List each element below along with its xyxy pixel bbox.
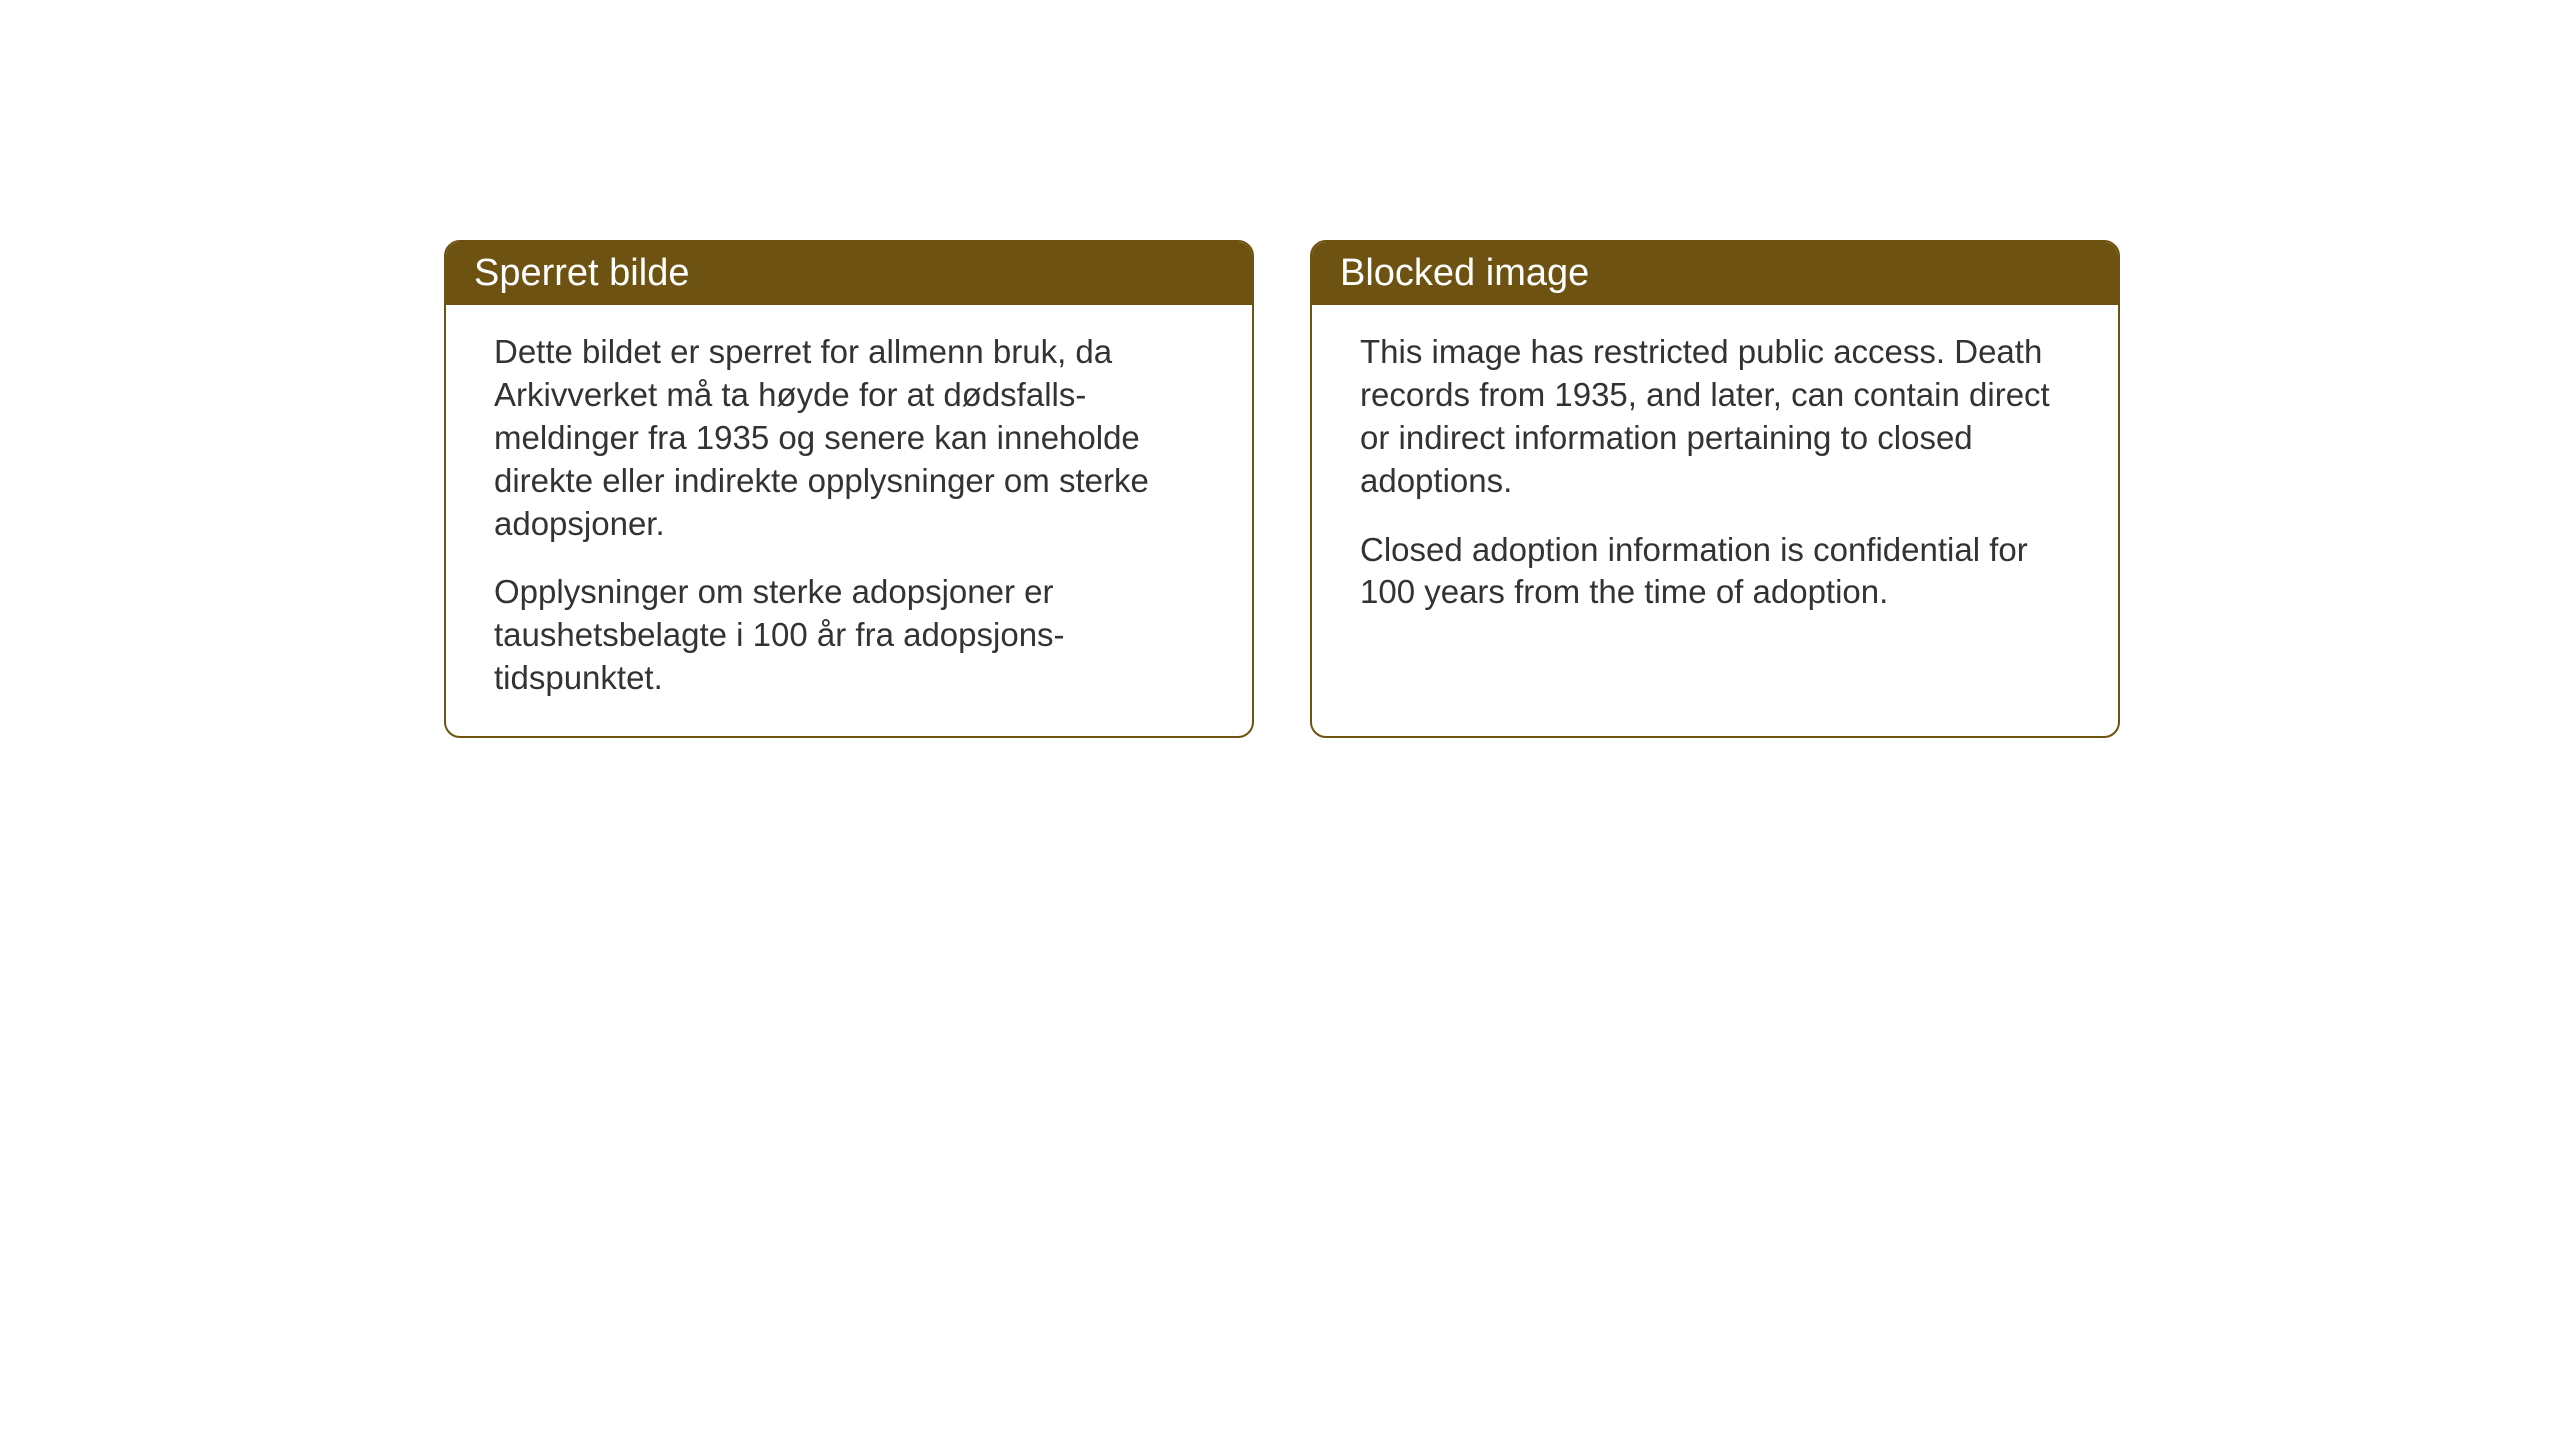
notice-card-norwegian: Sperret bilde Dette bildet er sperret fo…: [444, 240, 1254, 738]
card-body-norwegian: Dette bildet er sperret for allmenn bruk…: [446, 305, 1252, 736]
card-title-english: Blocked image: [1340, 252, 1589, 294]
notice-card-english: Blocked image This image has restricted …: [1310, 240, 2120, 738]
card-title-norwegian: Sperret bilde: [474, 252, 689, 294]
card-paragraph2-english: Closed adoption information is confident…: [1360, 529, 2070, 615]
card-paragraph2-norwegian: Opplysninger om sterke adopsjoner er tau…: [494, 571, 1204, 700]
card-body-english: This image has restricted public access.…: [1312, 305, 2118, 650]
card-header-norwegian: Sperret bilde: [446, 242, 1252, 305]
card-paragraph1-english: This image has restricted public access.…: [1360, 331, 2070, 503]
card-header-english: Blocked image: [1312, 242, 2118, 305]
card-paragraph1-norwegian: Dette bildet er sperret for allmenn bruk…: [494, 331, 1204, 545]
notice-container: Sperret bilde Dette bildet er sperret fo…: [444, 240, 2120, 738]
